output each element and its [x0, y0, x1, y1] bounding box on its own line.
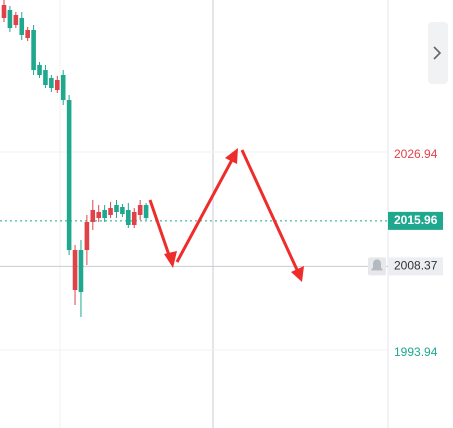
- candle-body: [96, 211, 102, 218]
- price-label: 1993.94: [394, 345, 438, 359]
- candle-body: [31, 30, 36, 71]
- arrow-head: [164, 251, 177, 268]
- arrow: [175, 157, 235, 263]
- candle-body: [37, 64, 42, 76]
- candle-body: [126, 210, 131, 226]
- candle-body: [108, 208, 113, 215]
- candle-body: [143, 205, 149, 218]
- candle-body: [120, 207, 125, 215]
- candle-body: [43, 70, 48, 86]
- candle-body: [54, 79, 60, 91]
- price-label: 2015.96: [394, 213, 438, 227]
- arrow-head: [291, 266, 304, 282]
- candle-body: [131, 211, 137, 226]
- arrow: [240, 149, 300, 273]
- candle-body: [49, 78, 54, 89]
- side-panel-toggle[interactable]: [428, 22, 448, 84]
- candle-body: [102, 210, 107, 218]
- candle-body: [60, 75, 66, 101]
- annotation-arrows: [148, 148, 304, 282]
- candle-body: [114, 205, 119, 212]
- price-label: 2008.37: [394, 259, 438, 273]
- price-label-box: [388, 257, 443, 276]
- candle-body: [72, 250, 78, 290]
- arrow-head: [225, 148, 238, 164]
- price-label-box: [388, 211, 443, 230]
- candle-body: [19, 18, 25, 35]
- toggle-icon: [433, 46, 442, 60]
- bell-icon: [371, 259, 383, 271]
- candle-body: [1, 4, 7, 19]
- candle-body: [90, 210, 96, 223]
- arrow: [148, 199, 172, 259]
- candle-body: [84, 222, 90, 251]
- candle-body: [137, 205, 143, 215]
- candle-body: [66, 100, 72, 251]
- candle-body: [78, 250, 84, 293]
- candle-body: [25, 30, 30, 38]
- price-label: 2026.94: [394, 147, 438, 161]
- toggle-button[interactable]: [428, 22, 448, 84]
- candle-body: [7, 10, 13, 29]
- candle-body: [13, 15, 19, 26]
